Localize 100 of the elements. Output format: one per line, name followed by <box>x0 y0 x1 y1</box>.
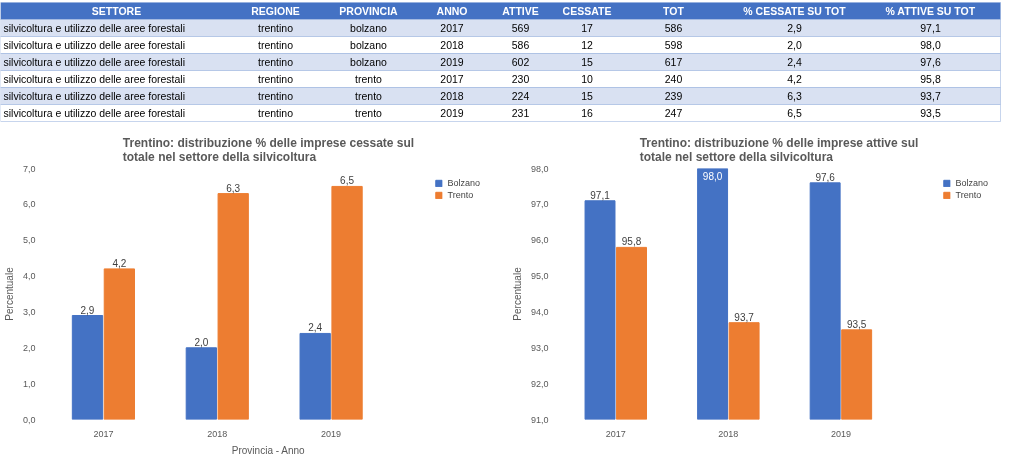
x-tick-label: 2017 <box>93 428 114 439</box>
text: 586 <box>664 22 683 34</box>
text: 10 <box>581 73 593 85</box>
text: 2,9 <box>787 22 802 34</box>
y-tick-label: 6,0 <box>22 199 36 210</box>
data-label: 2,0 <box>194 336 209 348</box>
text: ATTIVE <box>502 5 539 17</box>
y-tick-label: 5,0 <box>22 235 36 246</box>
bar <box>71 315 104 420</box>
y-tick-label: 7,0 <box>22 163 36 174</box>
text: SETTORE <box>91 5 142 17</box>
y-tick-label: 0,0 <box>22 414 36 425</box>
text: 2,4 <box>787 56 802 68</box>
data-label: 98,0 <box>702 170 723 182</box>
text: 586 <box>511 39 530 51</box>
y-tick-label: 91,0 <box>530 414 549 425</box>
data-label: 6,3 <box>226 182 241 194</box>
y-tick-label: 97,0 <box>530 199 549 210</box>
data-label: 2,9 <box>80 304 95 316</box>
data-label: 4,2 <box>112 257 127 269</box>
text: 598 <box>664 39 683 51</box>
data-label: 93,5 <box>846 318 867 330</box>
text: 617 <box>664 56 683 68</box>
y-tick-label: 95,0 <box>530 271 549 282</box>
y-tick-label: 1,0 <box>22 378 36 389</box>
text: silvicoltura e utilizzo delle aree forestali <box>3 73 185 85</box>
text: 6,5 <box>787 107 802 119</box>
data-label: 93,7 <box>734 311 755 323</box>
text: silvicoltura e utilizzo delle aree forestali <box>3 90 185 102</box>
y-tick-label: 2,0 <box>22 342 36 353</box>
data-label: 97,1 <box>590 189 611 201</box>
y-axis-title: Percentuale <box>511 266 523 321</box>
x-axis-title: Provincia - Anno <box>231 444 306 456</box>
text: 2017 <box>440 73 464 85</box>
text: 98,0 <box>920 39 941 51</box>
y-tick-label: 98,0 <box>530 163 549 174</box>
text: 239 <box>664 90 683 102</box>
legend-label: Bolzano <box>955 178 988 188</box>
text: % ATTIVE SU TOT <box>885 5 976 17</box>
text: 569 <box>511 22 530 34</box>
text: trento <box>355 90 383 102</box>
text: trento <box>355 73 383 85</box>
text: trento <box>355 107 383 119</box>
text: 602 <box>511 56 530 68</box>
text: 230 <box>511 73 530 85</box>
text: 93,7 <box>920 90 941 102</box>
text: 97,6 <box>920 56 941 68</box>
text: 2,0 <box>787 39 802 51</box>
text: trentino <box>257 56 294 68</box>
x-tick-label: 2018 <box>718 428 739 439</box>
bar <box>299 332 331 420</box>
text: 2018 <box>440 39 464 51</box>
bar <box>217 193 249 420</box>
text: CESSATE <box>562 5 612 17</box>
bar <box>185 347 217 420</box>
y-tick-label: 96,0 <box>530 235 549 246</box>
x-tick-label: 2019 <box>830 428 851 439</box>
text: trentino <box>257 73 294 85</box>
legend-label: Trento <box>955 190 982 200</box>
text: % CESSATE SU TOT <box>743 5 847 17</box>
text: trentino <box>257 90 294 102</box>
text: 240 <box>664 73 683 85</box>
bar <box>103 268 135 420</box>
x-tick-label: 2017 <box>605 428 626 439</box>
y-tick-label: 93,0 <box>530 342 549 353</box>
bar <box>331 185 363 420</box>
text: trentino <box>257 107 294 119</box>
chart-title: Trentino: distribuzione % delle imprese cessate sul totale nel settore della silvicoltura <box>122 135 415 164</box>
y-tick-label: 94,0 <box>530 306 549 317</box>
text: 224 <box>511 90 530 102</box>
data-label: 2,4 <box>308 322 323 334</box>
chart-title: Trentino: distribuzione % delle imprese attive sul totale nel settore della silvicoltura <box>639 135 919 164</box>
text: silvicoltura e utilizzo delle aree forestali <box>3 56 185 68</box>
text: 2017 <box>440 22 464 34</box>
text: 95,8 <box>920 73 941 85</box>
text: 6,3 <box>787 90 802 102</box>
text: silvicoltura e utilizzo delle aree forestali <box>3 107 185 119</box>
text: 15 <box>581 90 593 102</box>
text: 15 <box>581 56 593 68</box>
legend-label: Trento <box>447 190 474 200</box>
y-axis-title: Percentuale <box>3 266 15 321</box>
text: 93,5 <box>920 107 941 119</box>
text: ANNO <box>436 5 468 17</box>
text: 2019 <box>440 56 464 68</box>
text: 2019 <box>440 107 464 119</box>
y-tick-label: 92,0 <box>530 378 549 389</box>
x-tick-label: 2018 <box>207 428 228 439</box>
legend-label: Bolzano <box>447 178 480 188</box>
text: REGIONE <box>251 5 300 17</box>
text: silvicoltura e utilizzo delle aree forestali <box>3 39 185 51</box>
y-tick-label: 4,0 <box>22 271 36 282</box>
data-label: 97,6 <box>815 171 836 183</box>
text: PROVINCIA <box>339 5 399 17</box>
text: trentino <box>257 22 294 34</box>
text: 16 <box>581 107 593 119</box>
text: trentino <box>257 39 294 51</box>
text: 4,2 <box>787 73 802 85</box>
data-label: 6,5 <box>340 175 355 187</box>
data-label: 95,8 <box>621 236 642 248</box>
text: bolzano <box>350 56 388 68</box>
